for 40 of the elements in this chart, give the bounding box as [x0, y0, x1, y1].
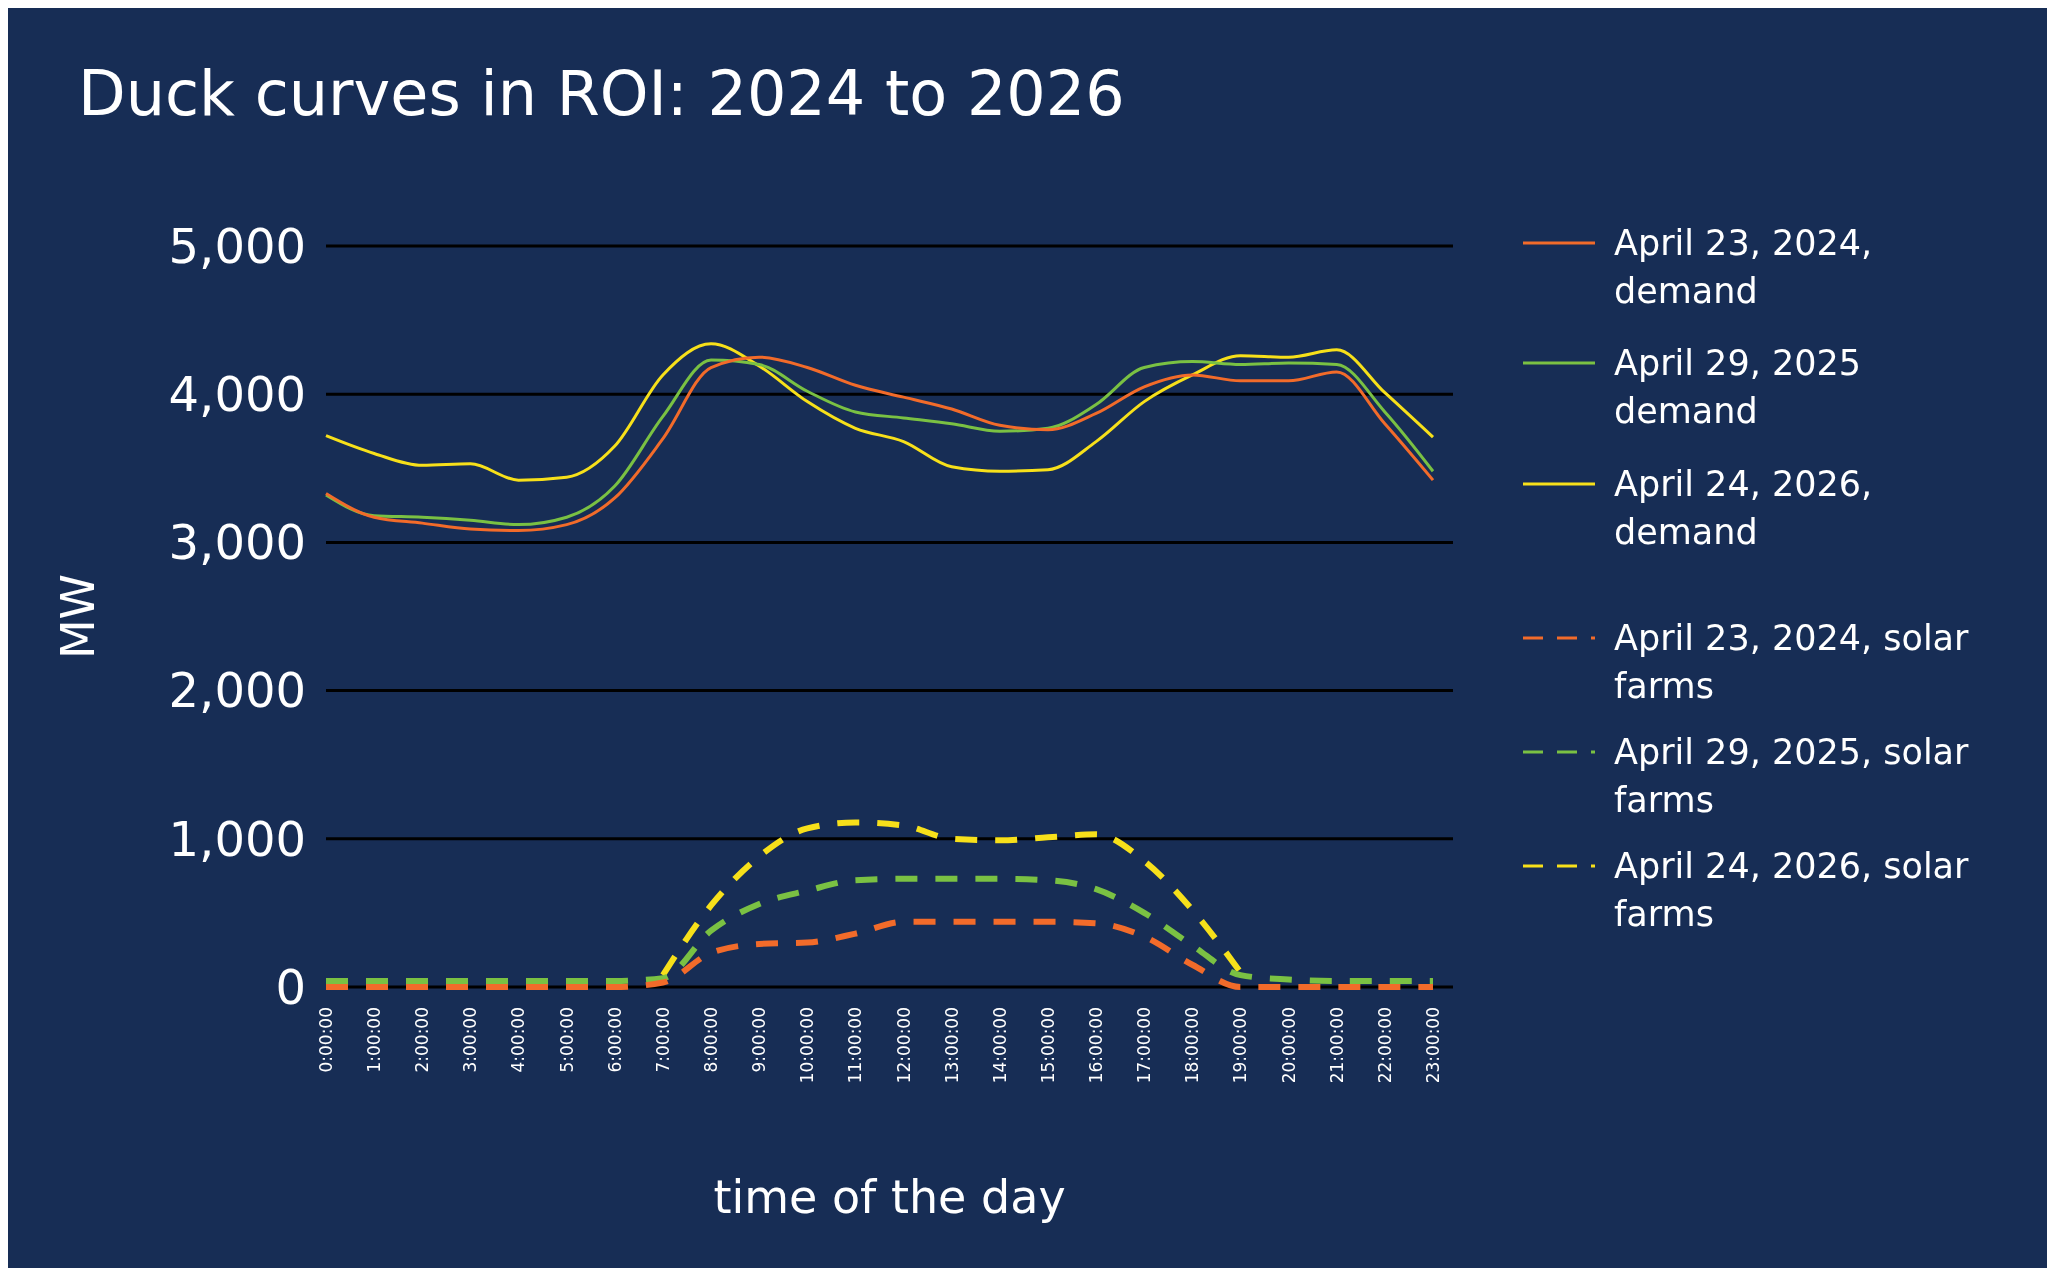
line-series [324, 342, 1435, 482]
x-tick-label: 21:00:00 [1326, 1007, 1347, 1084]
x-tick-label: 14:00:00 [989, 1007, 1010, 1084]
x-tick-label: 13:00:00 [941, 1007, 962, 1084]
x-tick-label: 12:00:00 [893, 1007, 914, 1084]
x-tick-label: 20:00:00 [1278, 1007, 1299, 1084]
x-tick-label: 19:00:00 [1230, 1007, 1251, 1084]
x-tick-label: 7:00:00 [652, 1007, 673, 1073]
y-tick-label: 5,000 [168, 217, 306, 274]
legend-label: April 23, 2024, solar farms [1614, 618, 1970, 707]
x-tick-label: 18:00:00 [1182, 1007, 1203, 1084]
y-tick-label: 1,000 [168, 810, 306, 867]
x-axis-title: time of the day [713, 1170, 1066, 1224]
legend-label: April 24, 2026, solar farms [1614, 846, 1970, 935]
legend-label: April 24, 2026, demand [1614, 464, 1873, 553]
x-tick-label: 9:00:00 [749, 1007, 770, 1073]
x-tick-label: 16:00:00 [1086, 1007, 1107, 1084]
x-tick-label: 22:00:00 [1374, 1007, 1395, 1084]
x-tick-label: 5:00:00 [556, 1007, 577, 1073]
x-tick-label: 1:00:00 [364, 1007, 385, 1073]
x-tick-label: 8:00:00 [700, 1007, 721, 1073]
x-tick-label: 10:00:00 [797, 1007, 818, 1084]
x-tick-label: 4:00:00 [508, 1007, 529, 1073]
chart-title: Duck curves in ROI: 2024 to 2026 [78, 57, 1125, 130]
x-tick-label: 6:00:00 [604, 1007, 625, 1073]
x-tick-label: 11:00:00 [845, 1007, 866, 1084]
legend-label: April 29, 2025, solar farms [1614, 732, 1970, 821]
x-tick-label: 15:00:00 [1037, 1007, 1058, 1084]
x-tick-label: 0:00:00 [315, 1007, 336, 1073]
y-axis-title: MW [51, 573, 106, 660]
y-tick-label: 4,000 [168, 366, 306, 422]
x-tick-label: 3:00:00 [460, 1007, 481, 1073]
x-tick-label: 23:00:00 [1422, 1007, 1443, 1084]
y-tick-label: 2,000 [168, 662, 306, 719]
legend-label: April 29, 2025 demand [1614, 343, 1861, 432]
x-tick-label: 17:00:00 [1134, 1007, 1155, 1084]
y-tick-label: 3,000 [168, 514, 306, 571]
x-tick-label: 2:00:00 [412, 1007, 433, 1073]
legend-label: April 23, 2024, demand [1614, 223, 1873, 312]
y-tick-label: 0 [275, 958, 306, 1015]
